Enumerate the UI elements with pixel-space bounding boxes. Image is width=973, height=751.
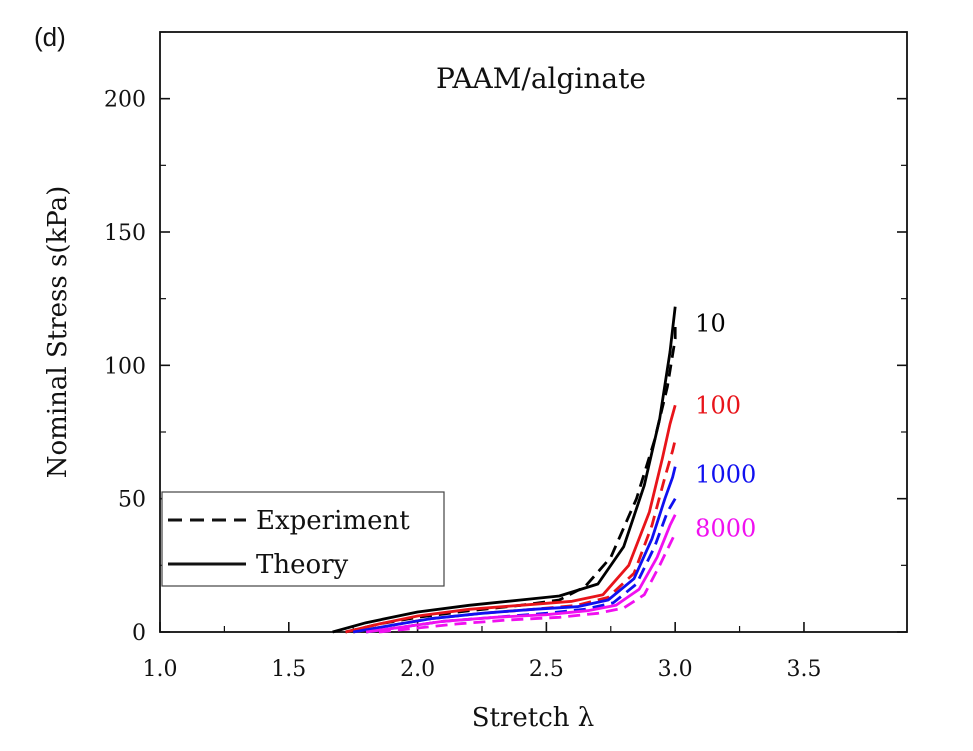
legend-box (161, 491, 445, 587)
x-tick-label: 1.5 (271, 657, 306, 682)
legend-experiment-label: Experiment (256, 506, 410, 536)
plot-frame (159, 31, 908, 633)
series-label-1000: 1000 (695, 461, 756, 489)
x-tick-label: 3.0 (658, 657, 693, 682)
panel-label: (d) (34, 22, 66, 52)
y-tick-label: 100 (104, 354, 146, 379)
y-tick-label: 0 (132, 621, 146, 646)
x-axis-label: Stretch λ (472, 703, 595, 733)
chart-title: PAAM/alginate (436, 62, 646, 95)
theory-line-10 (332, 306, 677, 634)
y-ticks: 0 50 100 150 200 (104, 31, 907, 646)
legend-theory-label: Theory (256, 550, 349, 580)
legend: Experiment Theory (161, 491, 445, 587)
series-label-8000: 8000 (695, 515, 756, 543)
y-axis-label: Nominal Stress s(kPa) (43, 186, 73, 478)
theory-line-100 (345, 404, 677, 634)
theory-line-8000 (365, 514, 677, 634)
series-label-10: 10 (695, 310, 726, 338)
experiment-line-8000 (378, 532, 677, 634)
series-label-100: 100 (695, 391, 741, 419)
x-tick-label: 2.0 (400, 657, 435, 682)
y-tick-label: 50 (118, 488, 146, 513)
y-tick-label: 200 (104, 88, 146, 113)
series-labels: 10 100 1000 8000 (695, 310, 756, 543)
y-tick-label: 150 (104, 221, 146, 246)
theory-line-1000 (352, 466, 677, 634)
experiment-line-10 (345, 325, 677, 634)
x-ticks: 1.0 1.5 2.0 2.5 3.0 3.5 (143, 622, 821, 682)
x-tick-label: 2.5 (529, 657, 564, 682)
x-tick-label: 3.5 (786, 657, 821, 682)
series-layer (332, 306, 677, 634)
x-tick-label: 1.0 (143, 657, 178, 682)
